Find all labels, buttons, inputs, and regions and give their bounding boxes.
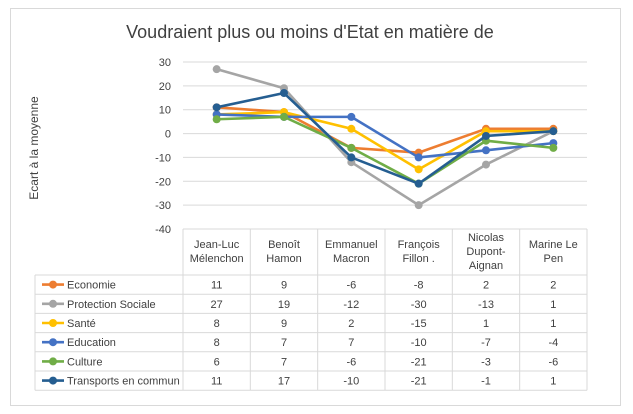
data-point — [549, 143, 558, 152]
x-category-label: Dupont- — [466, 246, 505, 258]
table-cell-value: 2 — [550, 280, 556, 292]
x-category-label: Marine Le — [529, 239, 578, 251]
table-cell-value: -4 — [548, 337, 558, 349]
data-point — [212, 115, 221, 124]
y-tick-label: 10 — [159, 105, 171, 117]
x-category-label: Aignan — [469, 260, 503, 272]
table-cell-value: -1 — [481, 376, 491, 388]
table-cell-value: 19 — [278, 299, 290, 311]
legend-label: Santé — [67, 318, 96, 330]
series-line — [216, 67, 554, 207]
table-cell-value: 7 — [281, 356, 287, 368]
table-cell-value: -13 — [478, 299, 494, 311]
legend-key-marker — [49, 280, 57, 289]
data-point — [482, 160, 490, 169]
table-cell-value: 17 — [278, 376, 290, 388]
table-cell-value: -6 — [346, 280, 356, 292]
y-tick-label: -30 — [155, 200, 171, 212]
x-category-label: Macron — [333, 253, 370, 265]
table-cell-value: 1 — [483, 318, 489, 330]
x-category-label: Emmanuel — [325, 239, 378, 251]
table-cell-value: -10 — [343, 376, 359, 388]
chart-title: Voudraient plus ou moins d'Etat en matiè… — [126, 22, 494, 42]
data-point — [280, 112, 288, 121]
table-cell-value: 2 — [483, 280, 489, 292]
table-cell-value: 6 — [214, 356, 220, 368]
data-point — [347, 112, 356, 121]
table-cell-value: -15 — [411, 318, 427, 330]
x-category-label: Fillon . — [402, 253, 434, 265]
legend-key-marker — [49, 299, 57, 308]
x-category-label: François — [398, 239, 441, 251]
table-cell-value: -3 — [481, 356, 491, 368]
data-point — [482, 146, 490, 155]
series-line — [216, 115, 554, 185]
series-line — [216, 91, 554, 185]
table-cell-value: -8 — [414, 280, 424, 292]
data-point — [482, 131, 490, 140]
legend-key-marker — [49, 376, 57, 385]
table-cell-value: 7 — [281, 337, 287, 349]
table-cell-value: 9 — [281, 280, 287, 292]
x-category-label: Jean-Luc — [194, 239, 240, 251]
data-point — [347, 124, 356, 133]
data-point — [549, 127, 558, 136]
x-category-label: Benoît — [268, 239, 300, 251]
legend-label: Culture — [67, 356, 102, 368]
table-cell-value: 1 — [550, 299, 556, 311]
data-point — [414, 179, 423, 188]
y-tick-label: -20 — [155, 176, 171, 188]
legend-label: Economie — [67, 280, 116, 292]
legend-label: Protection Sociale — [67, 299, 156, 311]
table-cell-value: 9 — [281, 318, 287, 330]
table-cell-value: -6 — [548, 356, 558, 368]
x-category-label: Nicolas — [468, 232, 505, 244]
x-category-label: Hamon — [266, 253, 301, 265]
series-line — [216, 110, 554, 171]
legend-label: Education — [67, 337, 116, 349]
data-point — [347, 153, 356, 162]
table-cell-value: -21 — [411, 356, 427, 368]
table-cell-value: 27 — [211, 299, 223, 311]
x-category-label: Mélenchon — [190, 253, 244, 265]
legend-key-marker — [49, 357, 57, 366]
table-cell-value: -21 — [411, 376, 427, 388]
data-point — [414, 201, 423, 210]
y-tick-label: 0 — [165, 129, 171, 141]
table-cell-value: -12 — [343, 299, 359, 311]
table-cell-value: -10 — [411, 337, 427, 349]
data-point — [212, 65, 221, 74]
y-tick-label: 30 — [159, 57, 171, 69]
y-tick-label: -40 — [155, 224, 171, 236]
table-cell-value: 1 — [550, 318, 556, 330]
data-point — [347, 143, 356, 152]
table-cell-value: 8 — [214, 337, 220, 349]
legend-key-marker — [49, 319, 57, 327]
data-point — [280, 89, 288, 98]
y-tick-label: 20 — [159, 81, 171, 93]
table-cell-value: 7 — [348, 337, 354, 349]
table-cell-value: -6 — [346, 356, 356, 368]
y-tick-label: -10 — [155, 152, 171, 164]
table-cell-value: 1 — [550, 376, 556, 388]
table-cell-value: -7 — [481, 337, 491, 349]
legend-label: Transports en commun — [67, 376, 180, 388]
data-point — [212, 103, 221, 112]
x-category-label: Pen — [544, 253, 564, 265]
legend-key-marker — [49, 338, 57, 347]
data-point — [414, 153, 423, 162]
table-cell-value: -30 — [411, 299, 427, 311]
data-point — [414, 165, 423, 174]
table-cell-value: 11 — [211, 376, 222, 388]
table-cell-value: 2 — [348, 318, 354, 330]
table-cell-value: 11 — [211, 280, 222, 292]
table-cell-value: 8 — [214, 318, 220, 330]
